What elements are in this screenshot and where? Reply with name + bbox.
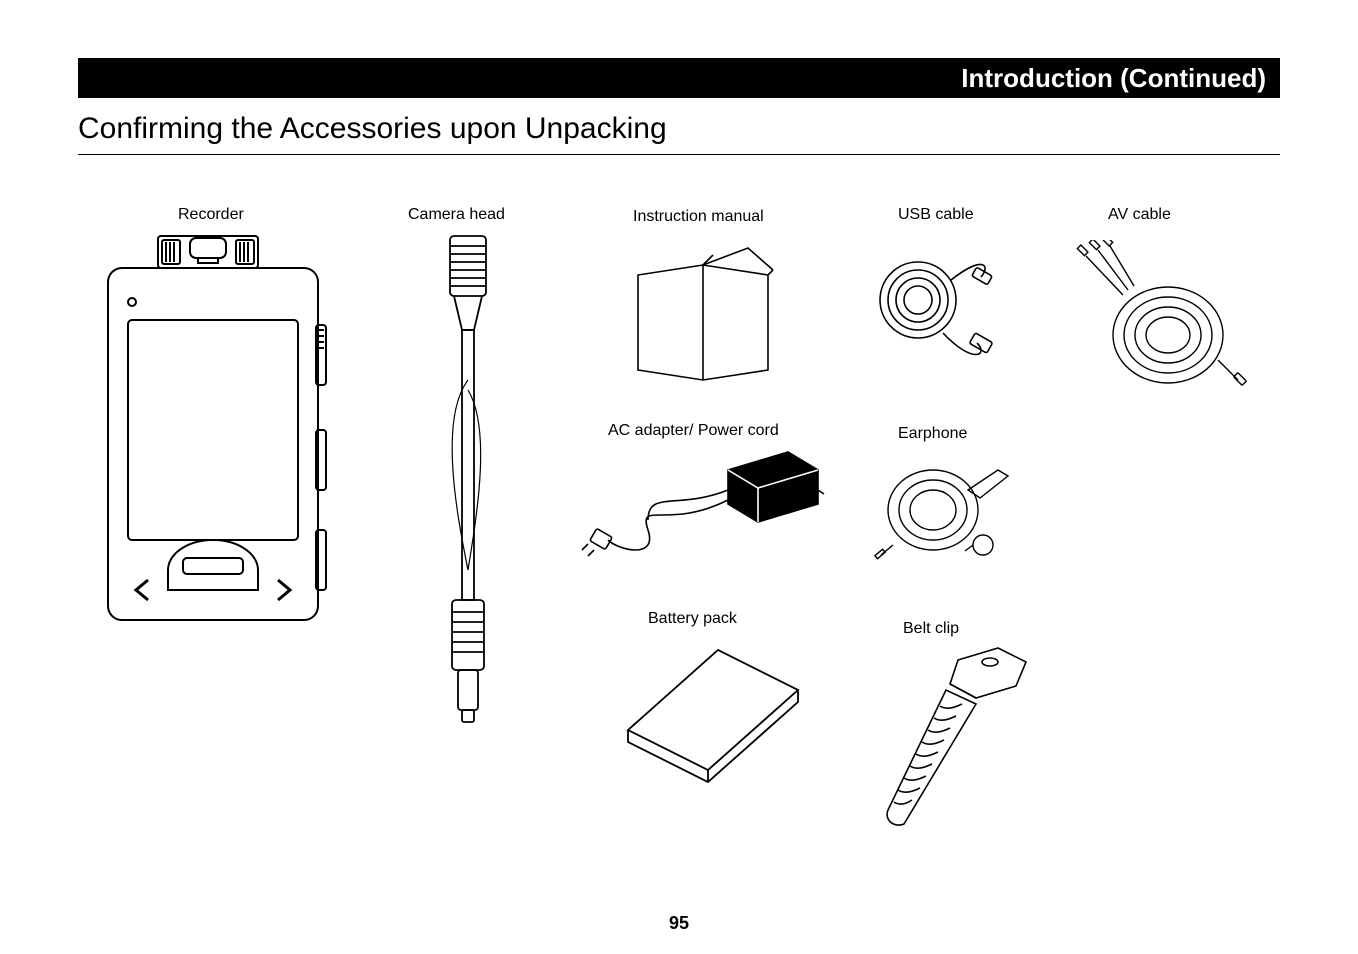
section-title-text: Confirming the Accessories upon Unpackin… (78, 112, 667, 145)
recorder-illustration (88, 230, 348, 630)
belt-clip-illustration (868, 640, 1038, 840)
label-ac-adapter: AC adapter/ Power cord (608, 422, 779, 440)
usb-cable-illustration (873, 245, 1013, 375)
label-recorder: Recorder (178, 206, 244, 224)
header-title: Introduction (Continued) (961, 63, 1266, 94)
ac-adapter-illustration (578, 440, 828, 580)
label-belt-clip: Belt clip (903, 620, 959, 638)
label-av-cable: AV cable (1108, 206, 1171, 224)
page-number: 95 (0, 913, 1358, 934)
battery-pack-illustration (598, 630, 818, 790)
section-title: Confirming the Accessories upon Unpackin… (78, 112, 1280, 155)
earphone-illustration (873, 450, 1023, 580)
label-usb-cable: USB cable (898, 206, 974, 224)
camera-head-illustration (438, 230, 498, 730)
label-earphone: Earphone (898, 425, 967, 443)
av-cable-illustration (1068, 240, 1248, 400)
label-instruction-manual: Instruction manual (633, 208, 764, 226)
header-bar: Introduction (Continued) (78, 58, 1280, 98)
label-camera-head: Camera head (408, 206, 505, 224)
label-battery-pack: Battery pack (648, 610, 737, 628)
content-area: Recorder (78, 190, 1280, 894)
instruction-manual-illustration (618, 240, 788, 390)
